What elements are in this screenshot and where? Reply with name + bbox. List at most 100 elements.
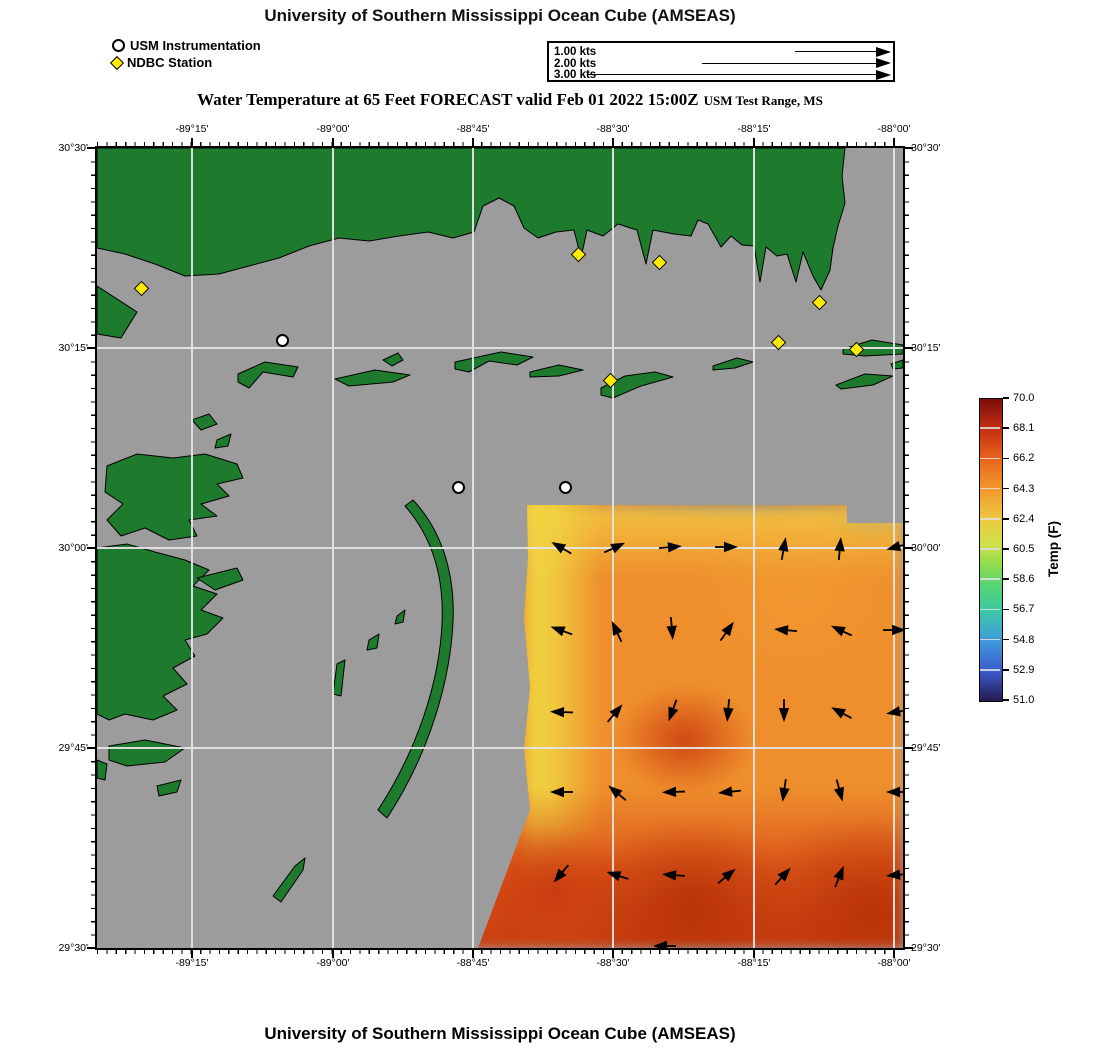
colorbar-gridline — [980, 548, 1000, 550]
y-major-tick — [905, 947, 913, 949]
barrier-island — [600, 371, 674, 399]
colorbar-tick-label: 52.9 — [1013, 663, 1035, 676]
colorbar-gridline — [980, 638, 1000, 641]
colorbar-gridline — [980, 487, 1000, 490]
ndbc-station-marker — [848, 341, 865, 358]
current-vector-arrow — [550, 786, 573, 798]
x-major-tick — [191, 950, 193, 958]
ndbc-station-marker — [811, 294, 828, 311]
x-major-tick — [612, 950, 614, 958]
speed-scale-label: 3.00 kts — [554, 69, 597, 81]
legend-label-usm: USM Instrumentation — [130, 38, 261, 53]
colorbar-tick — [1003, 608, 1009, 611]
small-island — [394, 609, 406, 625]
temperature-field — [478, 505, 903, 948]
x-tick-label: -88°30' — [596, 123, 630, 135]
current-vector-arrow — [717, 868, 736, 885]
x-major-tick — [332, 950, 334, 958]
current-vector-arrow — [774, 625, 798, 636]
colorbar-tick-label: 68.1 — [1013, 422, 1035, 435]
current-vector-arrow — [550, 706, 574, 718]
ndbc-station-marker — [651, 254, 668, 271]
delta-marsh — [191, 413, 218, 431]
x-major-tick — [472, 138, 474, 146]
current-vector-arrow — [723, 698, 734, 722]
y-tick-label: 30°30' — [58, 142, 88, 154]
x-major-tick — [893, 950, 895, 958]
x-major-tick — [191, 138, 193, 146]
current-vector-arrow — [886, 706, 903, 717]
current-vector-arrow — [606, 871, 629, 882]
ndbc-station-marker — [570, 246, 587, 263]
current-vector-arrow — [778, 537, 789, 560]
current-vector-arrow — [658, 542, 682, 553]
delta-marsh — [214, 433, 232, 449]
colorbar-tick — [1003, 548, 1009, 550]
small-island — [272, 857, 306, 903]
x-major-tick — [472, 950, 474, 958]
colorbar-gridline — [980, 669, 1000, 671]
current-vector-arrow — [886, 869, 903, 880]
legend-item-ndbc: NDBC Station — [109, 54, 261, 71]
current-vector-arrow — [831, 707, 852, 719]
x-tick-label: -88°45' — [456, 123, 490, 135]
delta-marsh — [156, 779, 182, 797]
speed-scale-arrow-shaft — [795, 51, 879, 53]
subtitle-region: USM Test Range, MS — [703, 93, 823, 108]
y-tick-label: 30°30' — [911, 142, 941, 154]
speed-scale-arrow-shaft — [702, 62, 879, 64]
x-tick-label: -89°00' — [316, 957, 350, 969]
x-tick-label: -88°45' — [456, 957, 490, 969]
usm-station-marker — [276, 334, 289, 347]
usm-station-marker — [559, 481, 572, 494]
barrier-island — [382, 352, 404, 367]
y-major-tick — [87, 747, 95, 749]
speed-scale-arrow-shaft — [587, 74, 879, 76]
speed-scale-row: 2.00 kts — [549, 58, 893, 70]
current-vector-arrow — [883, 624, 903, 636]
colorbar-tick — [1003, 638, 1009, 641]
y-tick-label: 30°00' — [58, 542, 88, 554]
y-major-tick — [87, 547, 95, 549]
current-vectors — [550, 537, 903, 948]
y-major-tick — [905, 347, 913, 349]
x-tick-label: -89°15' — [175, 957, 209, 969]
colorbar-tick — [1003, 699, 1009, 701]
x-tick-label: -88°00' — [877, 123, 911, 135]
usm-station-marker — [452, 481, 465, 494]
colorbar-tick — [1003, 518, 1009, 520]
current-vector-arrow — [886, 540, 903, 551]
current-vector-arrow — [662, 870, 686, 881]
colorbar-gridline — [980, 518, 1000, 520]
colorbar-tick-label: 60.5 — [1013, 543, 1035, 555]
current-vector-arrow — [774, 867, 791, 886]
mainland-coast — [97, 148, 846, 291]
map-plot — [95, 146, 905, 950]
colorbar-tick-label: 58.6 — [1013, 573, 1035, 586]
station-markers — [97, 148, 903, 948]
ndbc-station-marker — [133, 280, 150, 297]
colorbar-tick-label: 64.3 — [1013, 482, 1035, 495]
delta-marsh — [104, 453, 244, 541]
land-geography — [97, 148, 903, 903]
y-major-tick — [87, 347, 95, 349]
speed-scale-row: 1.00 kts — [549, 46, 893, 58]
current-vector-arrow — [603, 542, 626, 554]
delta-marsh — [108, 739, 186, 767]
y-tick-label: 29°30' — [58, 942, 88, 954]
current-vector-arrow — [833, 865, 844, 888]
colorbar-tick-label: 66.2 — [1013, 452, 1035, 465]
small-island — [332, 659, 346, 697]
y-tick-label: 30°15' — [911, 342, 941, 354]
current-vector-arrow — [668, 699, 679, 722]
colorbar-tick-label: 51.0 — [1013, 694, 1035, 706]
y-major-tick — [905, 747, 913, 749]
colorbar-tick-label: 70.0 — [1013, 392, 1035, 404]
delta-marsh — [196, 567, 244, 591]
x-tick-label: -88°15' — [737, 957, 771, 969]
x-major-tick — [893, 138, 895, 146]
colorbar-tick — [1003, 397, 1009, 399]
colorbar-tick — [1003, 427, 1009, 429]
horizontal-gridline — [97, 547, 903, 549]
